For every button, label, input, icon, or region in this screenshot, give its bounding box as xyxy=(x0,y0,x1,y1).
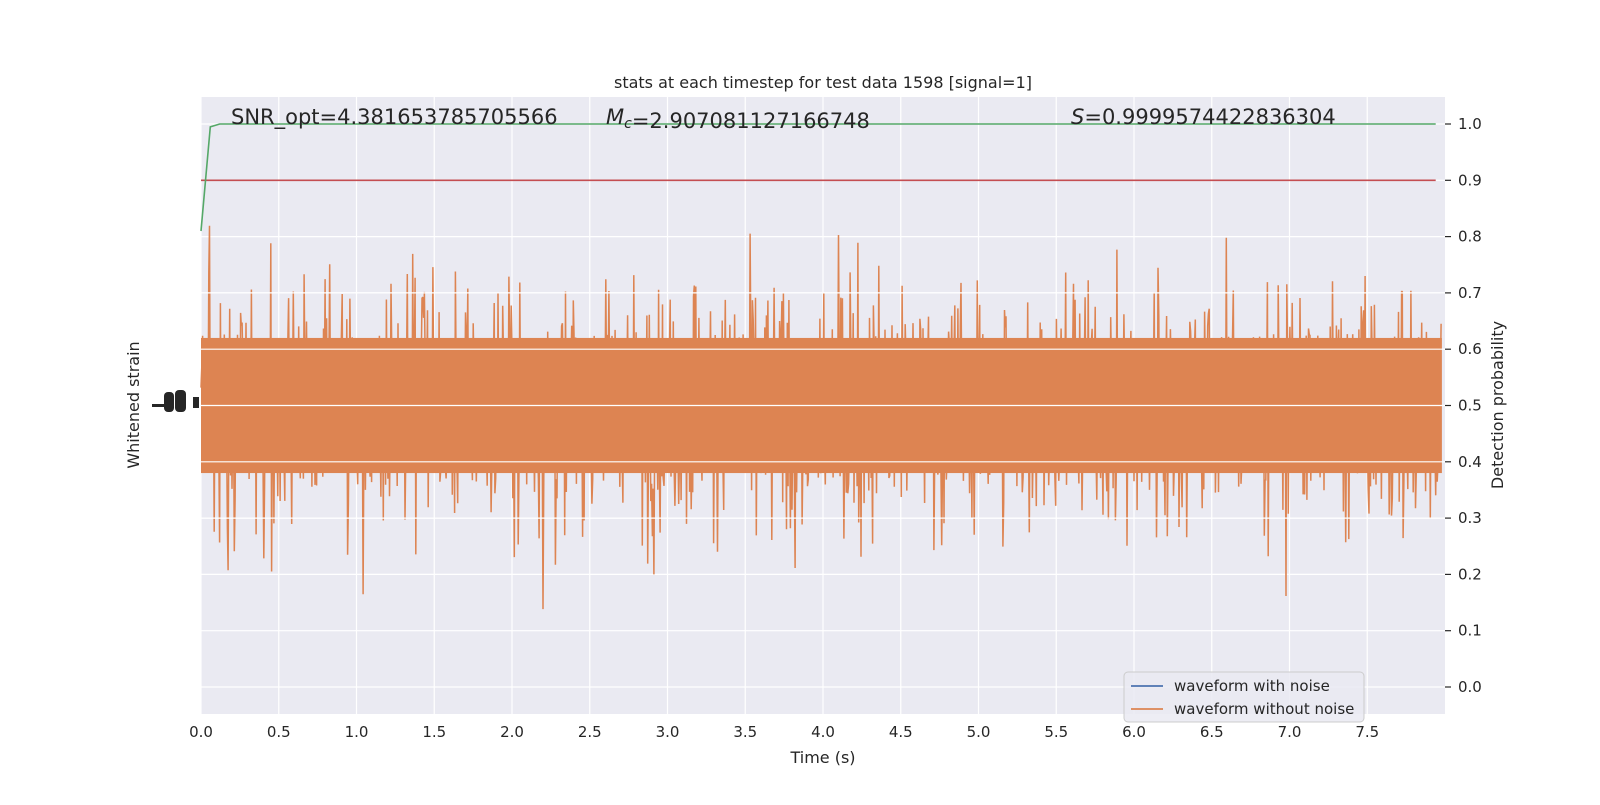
left-tick-clump-part xyxy=(193,397,199,408)
x-tick-label: 7.5 xyxy=(1355,723,1379,741)
x-tick-label: 3.5 xyxy=(733,723,757,741)
strain-series xyxy=(200,225,1445,610)
y-tick-label: 0.8 xyxy=(1458,228,1482,246)
x-tick-label: 4.5 xyxy=(889,723,913,741)
x-tick-label: 0.0 xyxy=(189,723,213,741)
y-tick-label: 1.0 xyxy=(1458,115,1482,133)
x-tick-label: 4.0 xyxy=(811,723,835,741)
x-axis-ticks: 0.0 0.5 1.0 1.5 2.0 2.5 3.0 3.5 4.0 4.5 5.0 5.5 6.0 6… xyxy=(189,723,1379,741)
x-tick-label: 1.5 xyxy=(422,723,446,741)
y-right-axis-ticks: 0.0 0.1 0.2 0.3 0.4 0.5 0.6 0.7 0.8 0.9 1.0 xyxy=(1445,115,1482,696)
x-tick-label: 2.0 xyxy=(500,723,524,741)
y-tick-label: 0.6 xyxy=(1458,340,1482,358)
x-tick-label: 6.5 xyxy=(1200,723,1224,741)
x-tick-label: 1.0 xyxy=(345,723,369,741)
y-tick-label: 0.9 xyxy=(1458,171,1482,189)
y-tick-label: 0.3 xyxy=(1458,509,1482,527)
x-tick-label: 7.0 xyxy=(1278,723,1302,741)
left-axis-tick-clump xyxy=(152,390,199,412)
left-y-axis-label: Whitened strain xyxy=(124,341,143,468)
y-tick-label: 0.5 xyxy=(1458,397,1482,415)
y-tick-label: 0.1 xyxy=(1458,622,1482,640)
annotations: SNR_opt=4.381653785705566 Mc=2.9070811271… xyxy=(231,105,1336,133)
x-tick-label: 5.5 xyxy=(1044,723,1068,741)
left-tick-clump-part xyxy=(164,392,174,412)
legend-entry: waveform with noise xyxy=(1174,677,1330,695)
y-tick-label: 0.2 xyxy=(1458,565,1482,583)
annotation-text: SNR_opt=4.381653785705566 xyxy=(231,105,558,130)
y-tick-label: 0.0 xyxy=(1458,678,1482,696)
probability-lines xyxy=(200,123,1436,232)
legend-box xyxy=(1123,671,1365,723)
left-tick-clump-part xyxy=(152,404,164,407)
legend-entry: waveform without noise xyxy=(1174,700,1354,718)
y-tick-label: 0.7 xyxy=(1458,284,1482,302)
left-tick-clump-part xyxy=(175,390,186,412)
x-tick-label: 6.0 xyxy=(1122,723,1146,741)
probability-line xyxy=(200,123,1436,232)
legend: waveform with noise waveform without nois… xyxy=(1123,671,1365,723)
x-tick-label: 2.5 xyxy=(578,723,602,741)
annotation-text: Mc=2.907081127166748 xyxy=(606,105,870,133)
x-tick-label: 5.0 xyxy=(967,723,991,741)
right-y-axis-label: Detection probability xyxy=(1488,321,1507,489)
x-tick-label: 0.5 xyxy=(267,723,291,741)
chart-title: stats at each timestep for test data 159… xyxy=(614,73,1032,92)
annotation-text: S=0.9999574422836304 xyxy=(1071,105,1336,129)
x-axis-label: Time (s) xyxy=(789,748,855,767)
x-tick-label: 3.0 xyxy=(656,723,680,741)
y-tick-label: 0.4 xyxy=(1458,453,1482,471)
